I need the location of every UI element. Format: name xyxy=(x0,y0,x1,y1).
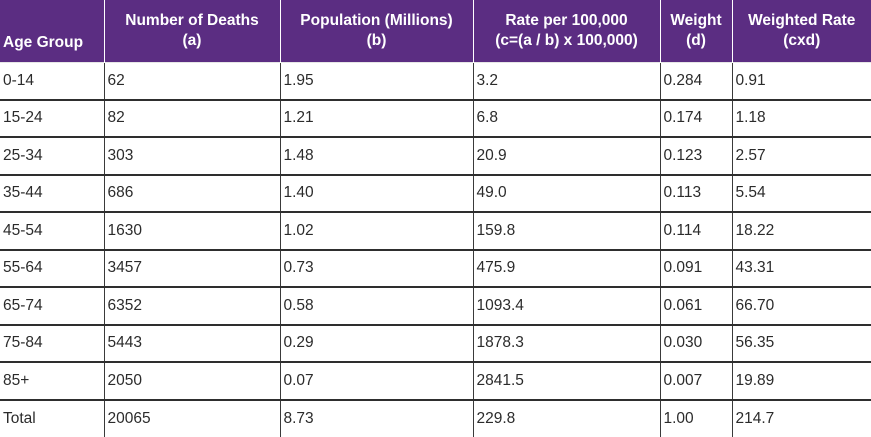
cell-weighted-rate: 66.70 xyxy=(731,286,871,325)
cell-population: 1.40 xyxy=(279,173,473,212)
cell-weight: 0.174 xyxy=(659,98,732,137)
header-weighted-rate: Weighted Rate (cxd) xyxy=(731,0,871,62)
cell-deaths: 62 xyxy=(103,61,280,100)
header-deaths: Number of Deaths (a) xyxy=(103,0,280,62)
cell-population: 0.73 xyxy=(279,248,473,287)
header-deaths-sub: (a) xyxy=(182,31,202,49)
cell-weight: 0.007 xyxy=(659,361,732,400)
cell-rate: 49.0 xyxy=(472,173,660,212)
cell-weight: 0.030 xyxy=(659,323,732,362)
table-row: 0-14 62 1.95 3.2 0.284 0.91 xyxy=(0,61,871,100)
table-row: 15-24 82 1.21 6.8 0.174 1.18 xyxy=(0,98,871,137)
cell-age-group: 35-44 xyxy=(0,173,104,212)
total-row: Total 20065 8.73 229.8 1.00 214.7 xyxy=(0,398,871,437)
table-row: 75-84 5443 0.29 1878.3 0.030 56.35 xyxy=(0,323,871,362)
cell-weighted-rate: 18.22 xyxy=(731,211,871,250)
cell-weight: 0.113 xyxy=(659,173,732,212)
cell-rate: 1878.3 xyxy=(472,323,660,362)
cell-weight: 1.00 xyxy=(659,398,732,437)
table-header: Age Group Number of Deaths (a) Populatio… xyxy=(0,0,871,62)
table-row: 25-34 303 1.48 20.9 0.123 2.57 xyxy=(0,136,871,175)
table-row: 35-44 686 1.40 49.0 0.113 5.54 xyxy=(0,173,871,212)
cell-age-group: 25-34 xyxy=(0,136,104,175)
cell-rate: 6.8 xyxy=(472,98,660,137)
cell-deaths: 6352 xyxy=(103,286,280,325)
header-weight-sub: (d) xyxy=(686,31,706,49)
cell-weighted-rate: 43.31 xyxy=(731,248,871,287)
cell-weight: 0.091 xyxy=(659,248,732,287)
cell-weighted-rate: 0.91 xyxy=(731,61,871,100)
table-row: 45-54 1630 1.02 159.8 0.114 18.22 xyxy=(0,211,871,250)
table-row: 55-64 3457 0.73 475.9 0.091 43.31 xyxy=(0,248,871,287)
table-body: 0-14 62 1.95 3.2 0.284 0.91 15-24 82 1.2… xyxy=(0,61,871,437)
cell-population: 1.02 xyxy=(279,211,473,250)
cell-population: 1.95 xyxy=(279,61,473,100)
cell-weighted-rate: 2.57 xyxy=(731,136,871,175)
cell-rate: 2841.5 xyxy=(472,361,660,400)
cell-rate: 159.8 xyxy=(472,211,660,250)
cell-rate: 3.2 xyxy=(472,61,660,100)
cell-deaths: 82 xyxy=(103,98,280,137)
cell-rate: 229.8 xyxy=(472,398,660,437)
header-rate-label: Rate per 100,000 xyxy=(505,11,628,29)
cell-age-group: 75-84 xyxy=(0,323,104,362)
table-row: 85+ 2050 0.07 2841.5 0.007 19.89 xyxy=(0,361,871,400)
header-population: Population (Millions) (b) xyxy=(279,0,473,62)
cell-rate: 1093.4 xyxy=(472,286,660,325)
cell-weighted-rate: 56.35 xyxy=(731,323,871,362)
header-weight-label: Weight xyxy=(670,11,722,29)
cell-age-group: 85+ xyxy=(0,361,104,400)
header-weighted-rate-label: Weighted Rate xyxy=(748,11,856,29)
cell-age-group: 65-74 xyxy=(0,286,104,325)
cell-deaths: 3457 xyxy=(103,248,280,287)
cell-rate: 20.9 xyxy=(472,136,660,175)
header-weight: Weight (d) xyxy=(659,0,732,62)
cell-weight: 0.114 xyxy=(659,211,732,250)
cell-age-group: 0-14 xyxy=(0,61,104,100)
header-row: Age Group Number of Deaths (a) Populatio… xyxy=(0,0,871,62)
header-deaths-label: Number of Deaths xyxy=(125,11,259,29)
cell-population: 8.73 xyxy=(279,398,473,437)
cell-weight: 0.061 xyxy=(659,286,732,325)
header-rate-sub: (c=(a / b) x 100,000) xyxy=(495,31,638,49)
cell-population: 0.07 xyxy=(279,361,473,400)
header-age-group: Age Group xyxy=(0,0,104,62)
cell-population: 0.58 xyxy=(279,286,473,325)
header-rate: Rate per 100,000 (c=(a / b) x 100,000) xyxy=(472,0,660,62)
header-age-group-label: Age Group xyxy=(3,33,84,51)
cell-weighted-rate: 19.89 xyxy=(731,361,871,400)
cell-weighted-rate: 214.7 xyxy=(731,398,871,437)
cell-deaths: 2050 xyxy=(103,361,280,400)
header-population-sub: (b) xyxy=(366,31,387,49)
header-population-label: Population (Millions) xyxy=(300,11,453,29)
cell-age-group: 45-54 xyxy=(0,211,104,250)
cell-weighted-rate: 5.54 xyxy=(731,173,871,212)
table-row: 65-74 6352 0.58 1093.4 0.061 66.70 xyxy=(0,286,871,325)
cell-deaths: 303 xyxy=(103,136,280,175)
cell-population: 0.29 xyxy=(279,323,473,362)
cell-weight: 0.123 xyxy=(659,136,732,175)
cell-age-group: Total xyxy=(0,398,104,437)
cell-age-group: 15-24 xyxy=(0,98,104,137)
cell-deaths: 5443 xyxy=(103,323,280,362)
cell-deaths: 20065 xyxy=(103,398,280,437)
cell-weight: 0.284 xyxy=(659,61,732,100)
cell-population: 1.21 xyxy=(279,98,473,137)
header-weighted-rate-sub: (cxd) xyxy=(783,31,821,49)
cell-age-group: 55-64 xyxy=(0,248,104,287)
cell-population: 1.48 xyxy=(279,136,473,175)
cell-weighted-rate: 1.18 xyxy=(731,98,871,137)
cell-deaths: 1630 xyxy=(103,211,280,250)
cell-deaths: 686 xyxy=(103,173,280,212)
cell-rate: 475.9 xyxy=(472,248,660,287)
